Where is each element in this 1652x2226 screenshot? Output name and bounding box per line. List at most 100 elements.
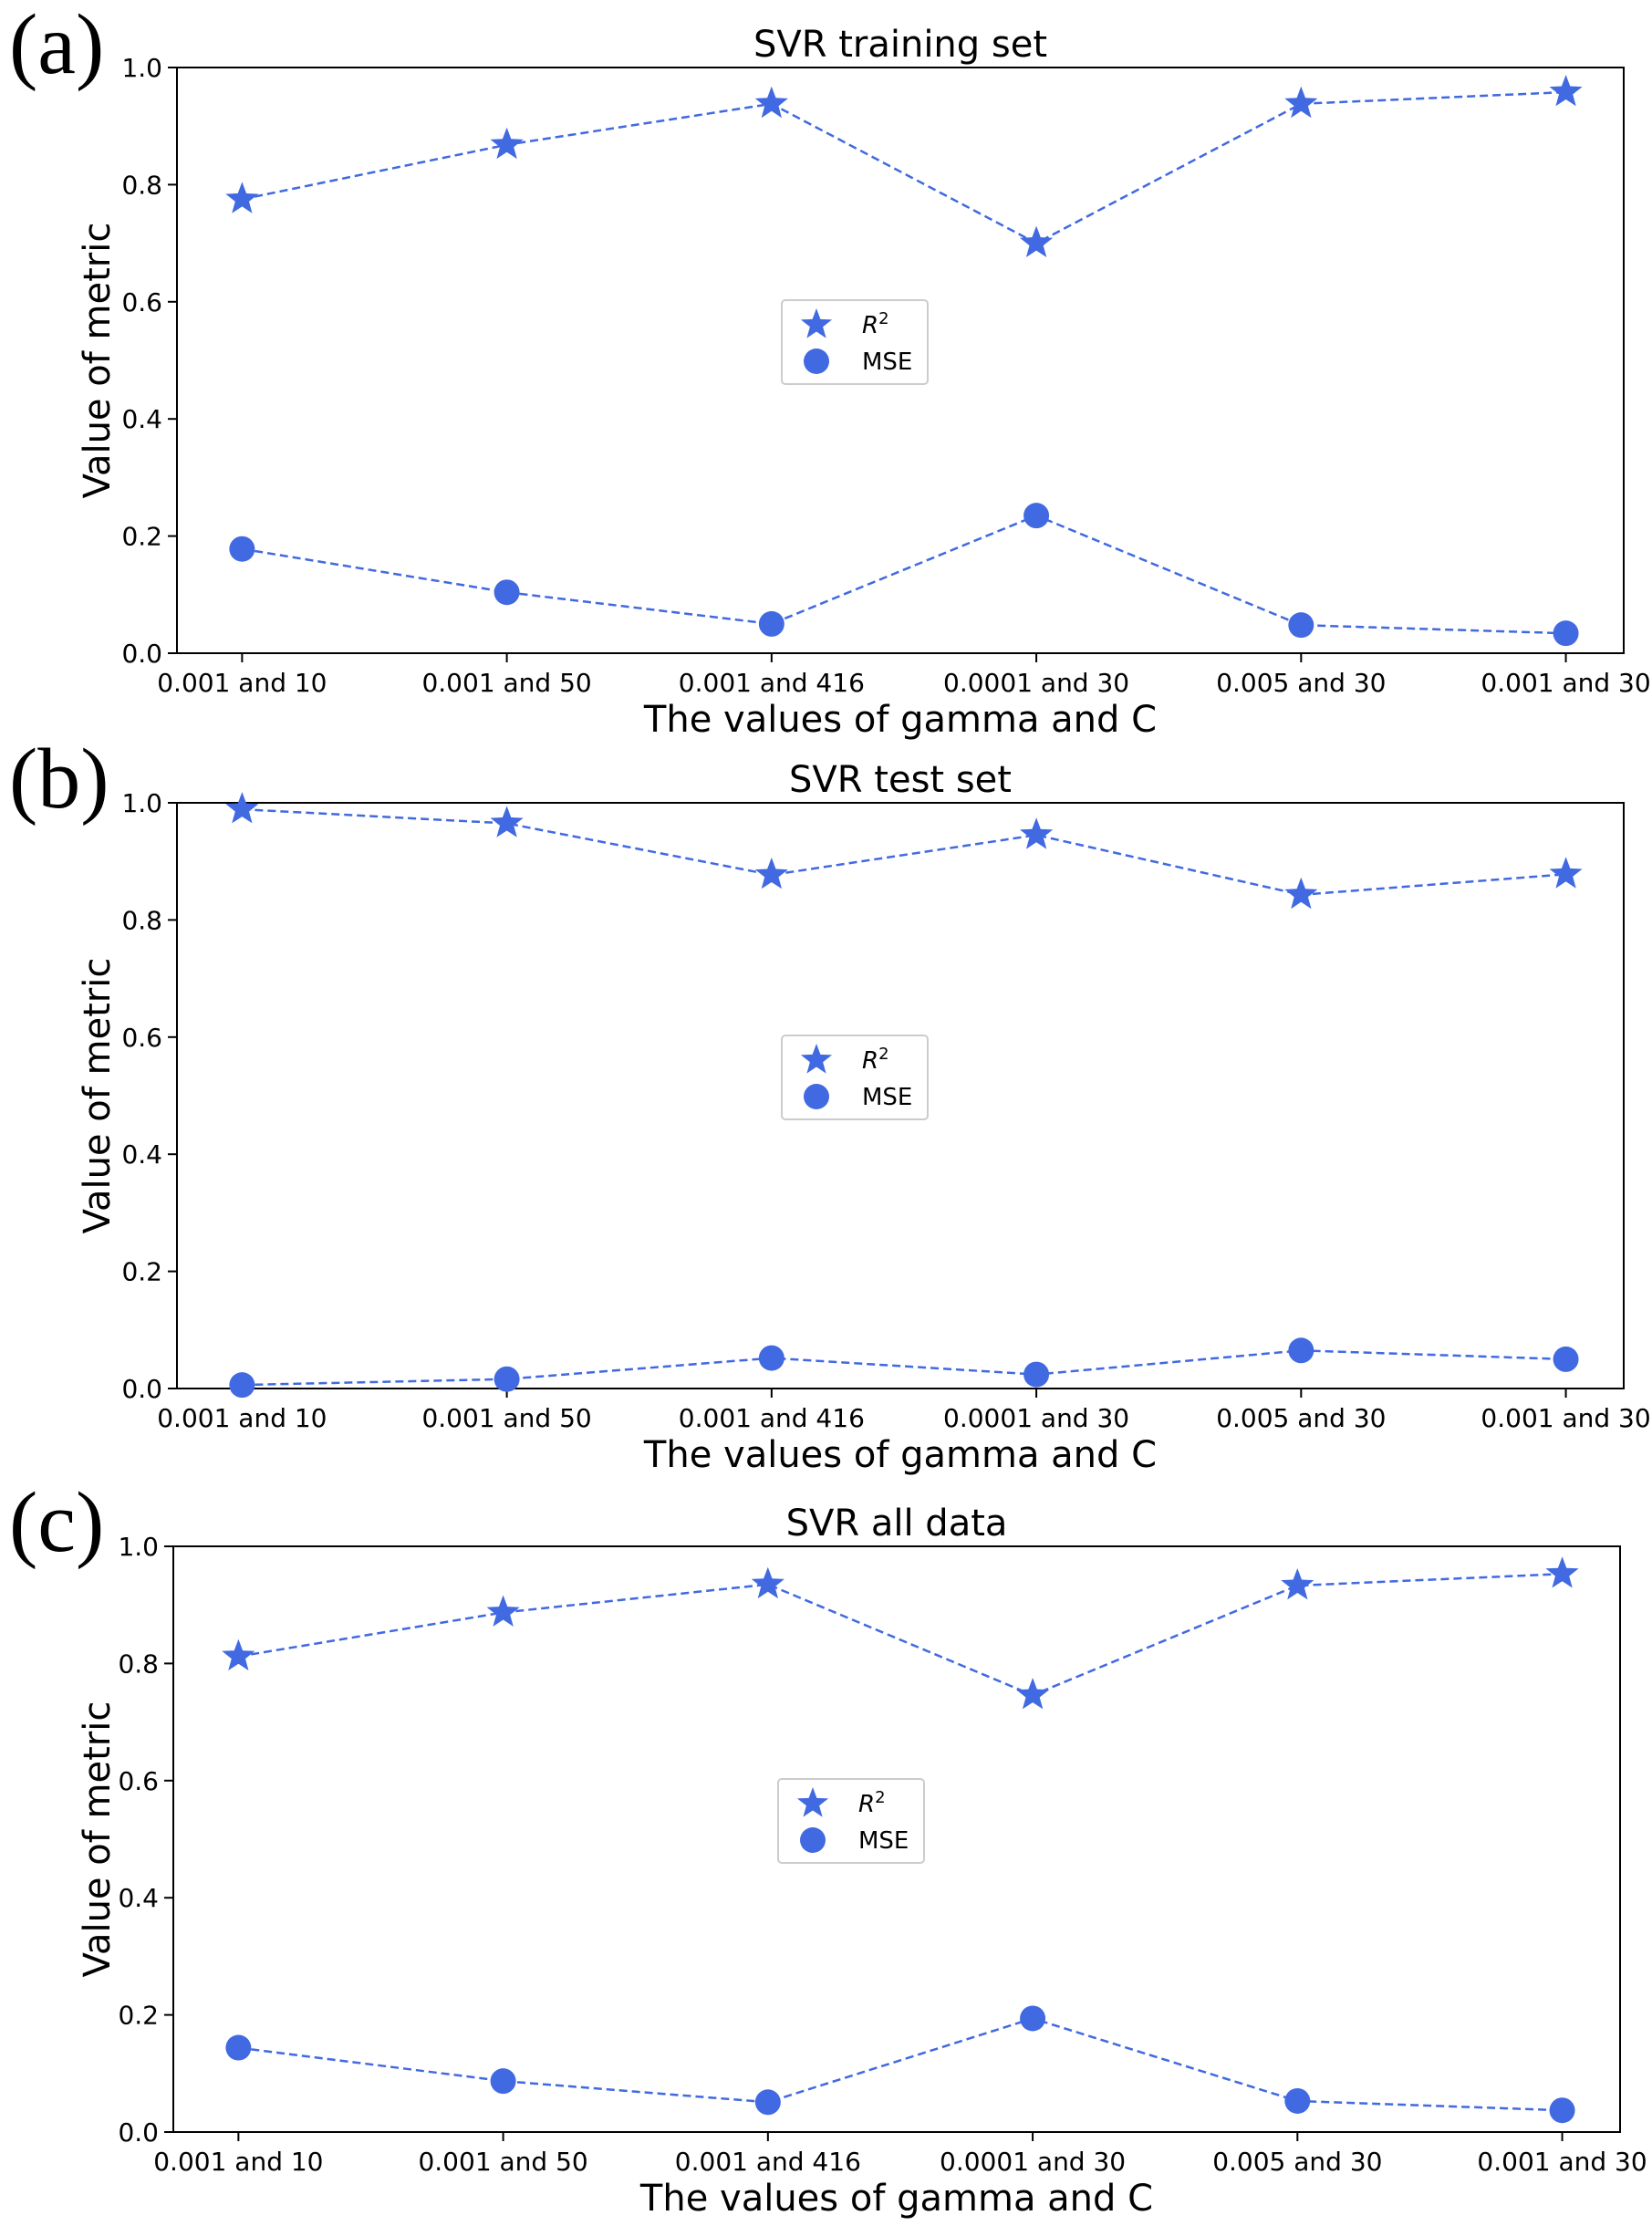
y-tick-label: 0.2	[118, 2001, 159, 2031]
mse-point	[1553, 620, 1579, 647]
plot-frame	[176, 67, 1625, 654]
series-line-r2	[242, 807, 1566, 897]
legend-mse-label: MSE	[858, 1827, 909, 1855]
chart-panel-1: (a) SVR training set 0.0 0.2 0.4 0.6 0.8 1.0 0.0…	[9, 0, 1651, 741]
plot-frame	[176, 802, 1625, 1389]
y-axis-title: Value of metric	[77, 958, 119, 1234]
x-axis-title: The values of gamma and C	[643, 699, 1157, 741]
y-tick-label: 1.0	[121, 53, 162, 83]
mse-point	[1549, 2097, 1575, 2124]
chart-panel-2: (b) SVR test set 0.0 0.2 0.4 0.6 0.8 1.0 0.001 a…	[9, 732, 1651, 1476]
x-tick-label: 0.001 and 30	[1481, 668, 1650, 698]
legend-r2-superscript: 2	[878, 1045, 888, 1064]
y-tick-label: 0.0	[118, 2117, 159, 2148]
mse-point	[1553, 1346, 1579, 1372]
y-tick-label: 0.6	[121, 1023, 162, 1053]
r2-point	[1281, 1568, 1314, 1600]
r2-point	[754, 86, 788, 119]
x-tick-label: 0.001 and 50	[421, 668, 591, 698]
legend-circle-icon	[804, 348, 829, 374]
r2-point	[486, 1595, 520, 1627]
y-tick-label: 0.2	[121, 1257, 162, 1287]
r2-point	[490, 127, 524, 160]
mse-point	[1023, 1361, 1050, 1388]
r2-point	[1016, 1678, 1050, 1710]
y-tick-label: 0.8	[118, 1649, 159, 1679]
mse-point	[1284, 2087, 1311, 2114]
y-tick-label: 0.6	[121, 287, 162, 317]
x-tick-label: 0.0001 and 30	[943, 668, 1129, 698]
r2-point	[1545, 1556, 1579, 1588]
x-axis-title: The values of gamma and C	[643, 1434, 1157, 1476]
legend-star-icon	[796, 1787, 829, 1817]
x-tick-label: 0.001 and 30	[1481, 1403, 1650, 1433]
x-tick-label: 0.005 and 30	[1216, 1403, 1386, 1433]
panel-label: (c)	[9, 1475, 104, 1570]
y-tick-label: 0.0	[121, 639, 162, 669]
y-tick-label: 0.4	[121, 1139, 162, 1170]
x-tick-label: 0.001 and 10	[157, 668, 327, 698]
panel-label: (b)	[9, 732, 109, 827]
x-tick-label: 0.001 and 50	[421, 1403, 591, 1433]
x-tick-label: 0.005 and 30	[1212, 2147, 1382, 2177]
chart-panel-3: (c) SVR all data 0.0 0.2 0.4 0.6 0.8 1.0 0.001 a…	[9, 1475, 1647, 2220]
mse-point	[1288, 612, 1314, 639]
y-tick-label: 0.0	[121, 1374, 162, 1404]
mse-point	[494, 579, 520, 606]
mse-point	[229, 536, 255, 562]
series-line-mse	[242, 1349, 1566, 1387]
series-line-r2	[242, 90, 1566, 245]
y-tick-label: 0.4	[118, 1883, 159, 1913]
x-tick-label: 0.0001 and 30	[940, 2147, 1126, 2177]
legend-mse-label: MSE	[862, 1084, 912, 1111]
mse-point	[758, 610, 784, 637]
panel-label: (a)	[9, 0, 104, 92]
r2-point	[1284, 877, 1318, 910]
chart-title: SVR test set	[789, 759, 1012, 801]
legend-r2-superscript: 2	[875, 1788, 885, 1807]
mse-point	[754, 2089, 781, 2116]
x-tick-label: 0.001 and 10	[157, 1403, 327, 1433]
series-line-r2	[238, 1572, 1563, 1697]
r2-point	[751, 1566, 784, 1599]
legend-circle-icon	[804, 1084, 829, 1109]
legend-star-icon	[800, 308, 833, 338]
plot-frame	[172, 1545, 1621, 2133]
y-axis-title: Value of metric	[77, 1701, 119, 1978]
chart-title: SVR all data	[786, 1503, 1008, 1545]
y-tick-label: 1.0	[121, 788, 162, 818]
mse-point	[1023, 503, 1050, 529]
r2-point	[1020, 817, 1054, 849]
x-tick-label: 0.001 and 416	[679, 1403, 865, 1433]
r2-point	[225, 792, 259, 824]
mse-point	[1020, 2005, 1046, 2032]
y-tick-label: 0.2	[121, 522, 162, 552]
mse-point	[1288, 1337, 1314, 1364]
mse-point	[225, 2034, 252, 2061]
y-tick-label: 0.6	[118, 1766, 159, 1796]
legend-circle-icon	[800, 1827, 826, 1853]
r2-point	[1020, 225, 1054, 257]
r2-point	[1549, 857, 1583, 889]
r2-point	[1284, 86, 1318, 119]
legend-r2-superscript: 2	[878, 309, 888, 328]
mse-point	[758, 1345, 784, 1371]
x-tick-label: 0.001 and 10	[153, 2147, 323, 2177]
x-tick-label: 0.001 and 416	[675, 2147, 861, 2177]
x-tick-label: 0.001 and 416	[679, 668, 865, 698]
legend-star-icon	[800, 1044, 833, 1074]
x-tick-label: 0.0001 and 30	[943, 1403, 1129, 1433]
x-tick-label: 0.001 and 50	[418, 2147, 587, 2177]
mse-point	[490, 2068, 516, 2095]
chart-title: SVR training set	[753, 24, 1047, 66]
mse-point	[229, 1372, 255, 1399]
r2-point	[225, 182, 259, 213]
y-axis-title: Value of metric	[77, 223, 119, 499]
y-tick-label: 0.4	[121, 404, 162, 434]
x-tick-label: 0.005 and 30	[1216, 668, 1386, 698]
x-axis-title: The values of gamma and C	[639, 2178, 1153, 2220]
mse-point	[494, 1366, 520, 1392]
